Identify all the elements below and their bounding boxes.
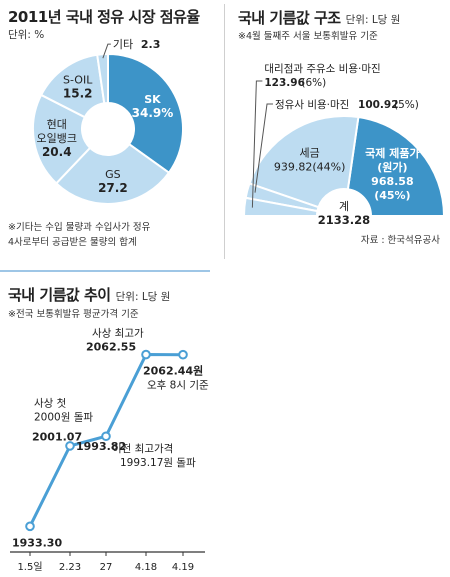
donut-slice-name-label: 기타	[113, 38, 133, 51]
donut-slice-1	[107, 52, 184, 175]
semicircle-slice-value-label: (45%)	[374, 189, 410, 202]
price-trend-header: 국내 기름값 추이 단위: L당 원	[8, 284, 170, 305]
semicircle-total-label: 계	[339, 200, 349, 213]
donut-slice-value-label: 2.3	[141, 38, 161, 51]
price-structure-note: ※4월 둘째주 서울 보통휘발유 기준	[238, 31, 378, 42]
price-data-point	[141, 349, 151, 360]
price-data-point	[25, 521, 35, 532]
donut-slice-name-label: SK	[144, 93, 161, 106]
donut-slice-name-label: 현대	[47, 118, 67, 131]
semicircle-callout-line	[251, 80, 263, 208]
price-trend-panel: 국내 기름값 추이 단위: L당 원 ※전국 보통휘발유 평균가격 기준 1.5…	[0, 276, 210, 577]
semicircle-slice-name-label: 국제 제품가	[365, 146, 419, 160]
semicircle-slice-value-label: 123.96	[264, 77, 305, 89]
semicircle-slice-4	[242, 196, 319, 217]
semicircle-slice-value-label: 100.92	[358, 99, 399, 111]
horizontal-divider	[0, 270, 210, 272]
donut-slice-value-label: 15.2	[63, 87, 93, 101]
semicircle-slice-name-label: 대리점과 주유소 비용·마진	[264, 63, 380, 75]
x-axis-tick-label: 1.5일	[17, 561, 42, 573]
donut-slice-name-label: 오일뱅크	[37, 131, 77, 145]
price-trend-unit: 단위: L당 원	[115, 291, 171, 303]
semicircle-slice-name-label: 세금	[300, 147, 320, 160]
vertical-divider	[224, 4, 225, 259]
price-trend-title: 국내 기름값 추이	[8, 286, 111, 304]
semicircle-slice-value-label: 939.82(44%)	[274, 161, 346, 174]
donut-slice-name-label: GS	[105, 168, 121, 181]
donut-callout-line	[102, 43, 111, 59]
annotation-text: 1993.17원 돌파	[120, 457, 196, 469]
semicircle-slice-value-label: 968.58	[371, 175, 413, 188]
donut-slice-3	[32, 93, 92, 185]
donut-slice-value-label: 27.2	[98, 181, 128, 195]
x-axis-tick-label: 4.19	[172, 562, 194, 573]
price-data-point	[65, 441, 75, 451]
price-structure-source: 자료 : 한국석유공사	[360, 235, 440, 246]
price-structure-title: 국내 기름값 구조	[238, 9, 341, 27]
donut-slice-value-label: 34.9%	[132, 106, 174, 120]
market-share-note-line-2: 4사로부터 공급받은 물량의 합계	[8, 237, 137, 248]
market-share-title: 2011년 국내 정유 시장 점유율	[8, 8, 200, 26]
semicircle-slice-name-label: 정유사 비용·마진	[275, 99, 349, 111]
annotation-text: 사상 첫	[34, 397, 66, 409]
price-trend-note: ※전국 보통휘발유 평균가격 기준	[8, 309, 139, 320]
x-axis-tick-label: 4.18	[135, 562, 157, 573]
annotation-text: 사상 최고가	[92, 328, 144, 340]
x-axis-tick-label: 27	[100, 562, 113, 573]
price-structure-header: 국내 기름값 구조 단위: L당 원	[238, 7, 400, 28]
annotation-text: 2000원 돌파	[34, 411, 93, 423]
donut-slice-name-label: S-OIL	[63, 74, 93, 87]
price-structure-panel: 국내 기름값 구조 단위: L당 원 ※4월 둘째주 서울 보통휘발유 기준 국…	[228, 0, 450, 262]
market-share-panel: 2011년 국내 정유 시장 점유율 단위: % SK 34.9% GS 27.2 현대…	[0, 0, 225, 262]
semicircle-slice-percent-label: (6%)	[301, 77, 326, 89]
semicircle-slice-name-label: (원가)	[377, 160, 407, 174]
data-label: 2001.07	[32, 430, 82, 443]
data-label: 2062.44원	[143, 364, 203, 378]
market-share-note-line-1: ※기타는 수입 물량과 수입사가 정유	[8, 222, 151, 233]
data-label: 1933.30	[12, 536, 62, 549]
price-structure-unit: 단위: L당 원	[345, 14, 401, 26]
donut-slice-5	[96, 52, 109, 105]
market-share-unit: 단위: %	[8, 29, 45, 41]
price-data-point	[178, 349, 188, 360]
donut-slice-value-label: 20.4	[42, 145, 72, 159]
semicircle-slice-2	[248, 115, 360, 209]
annotation-text: 이전 최고가격	[112, 442, 173, 455]
donut-slice-2	[54, 142, 171, 205]
data-label: 1993.82	[76, 440, 126, 453]
semicircle-callout-line	[254, 103, 274, 193]
semicircle-slice-percent-label: (5%)	[394, 99, 419, 111]
price-data-point	[101, 431, 111, 442]
semicircle-total-value: 2133.28	[318, 213, 370, 227]
x-axis-tick-label: 2.23	[59, 562, 81, 573]
market-share-note: ※기타는 수입 물량과 수입사가 정유 4사로부터 공급받은 물량의 합계	[8, 220, 150, 250]
semicircle-slice-1	[346, 115, 446, 217]
annotation-text: 오후 8시 기준	[147, 380, 209, 392]
data-label: 2062.55	[86, 341, 136, 354]
